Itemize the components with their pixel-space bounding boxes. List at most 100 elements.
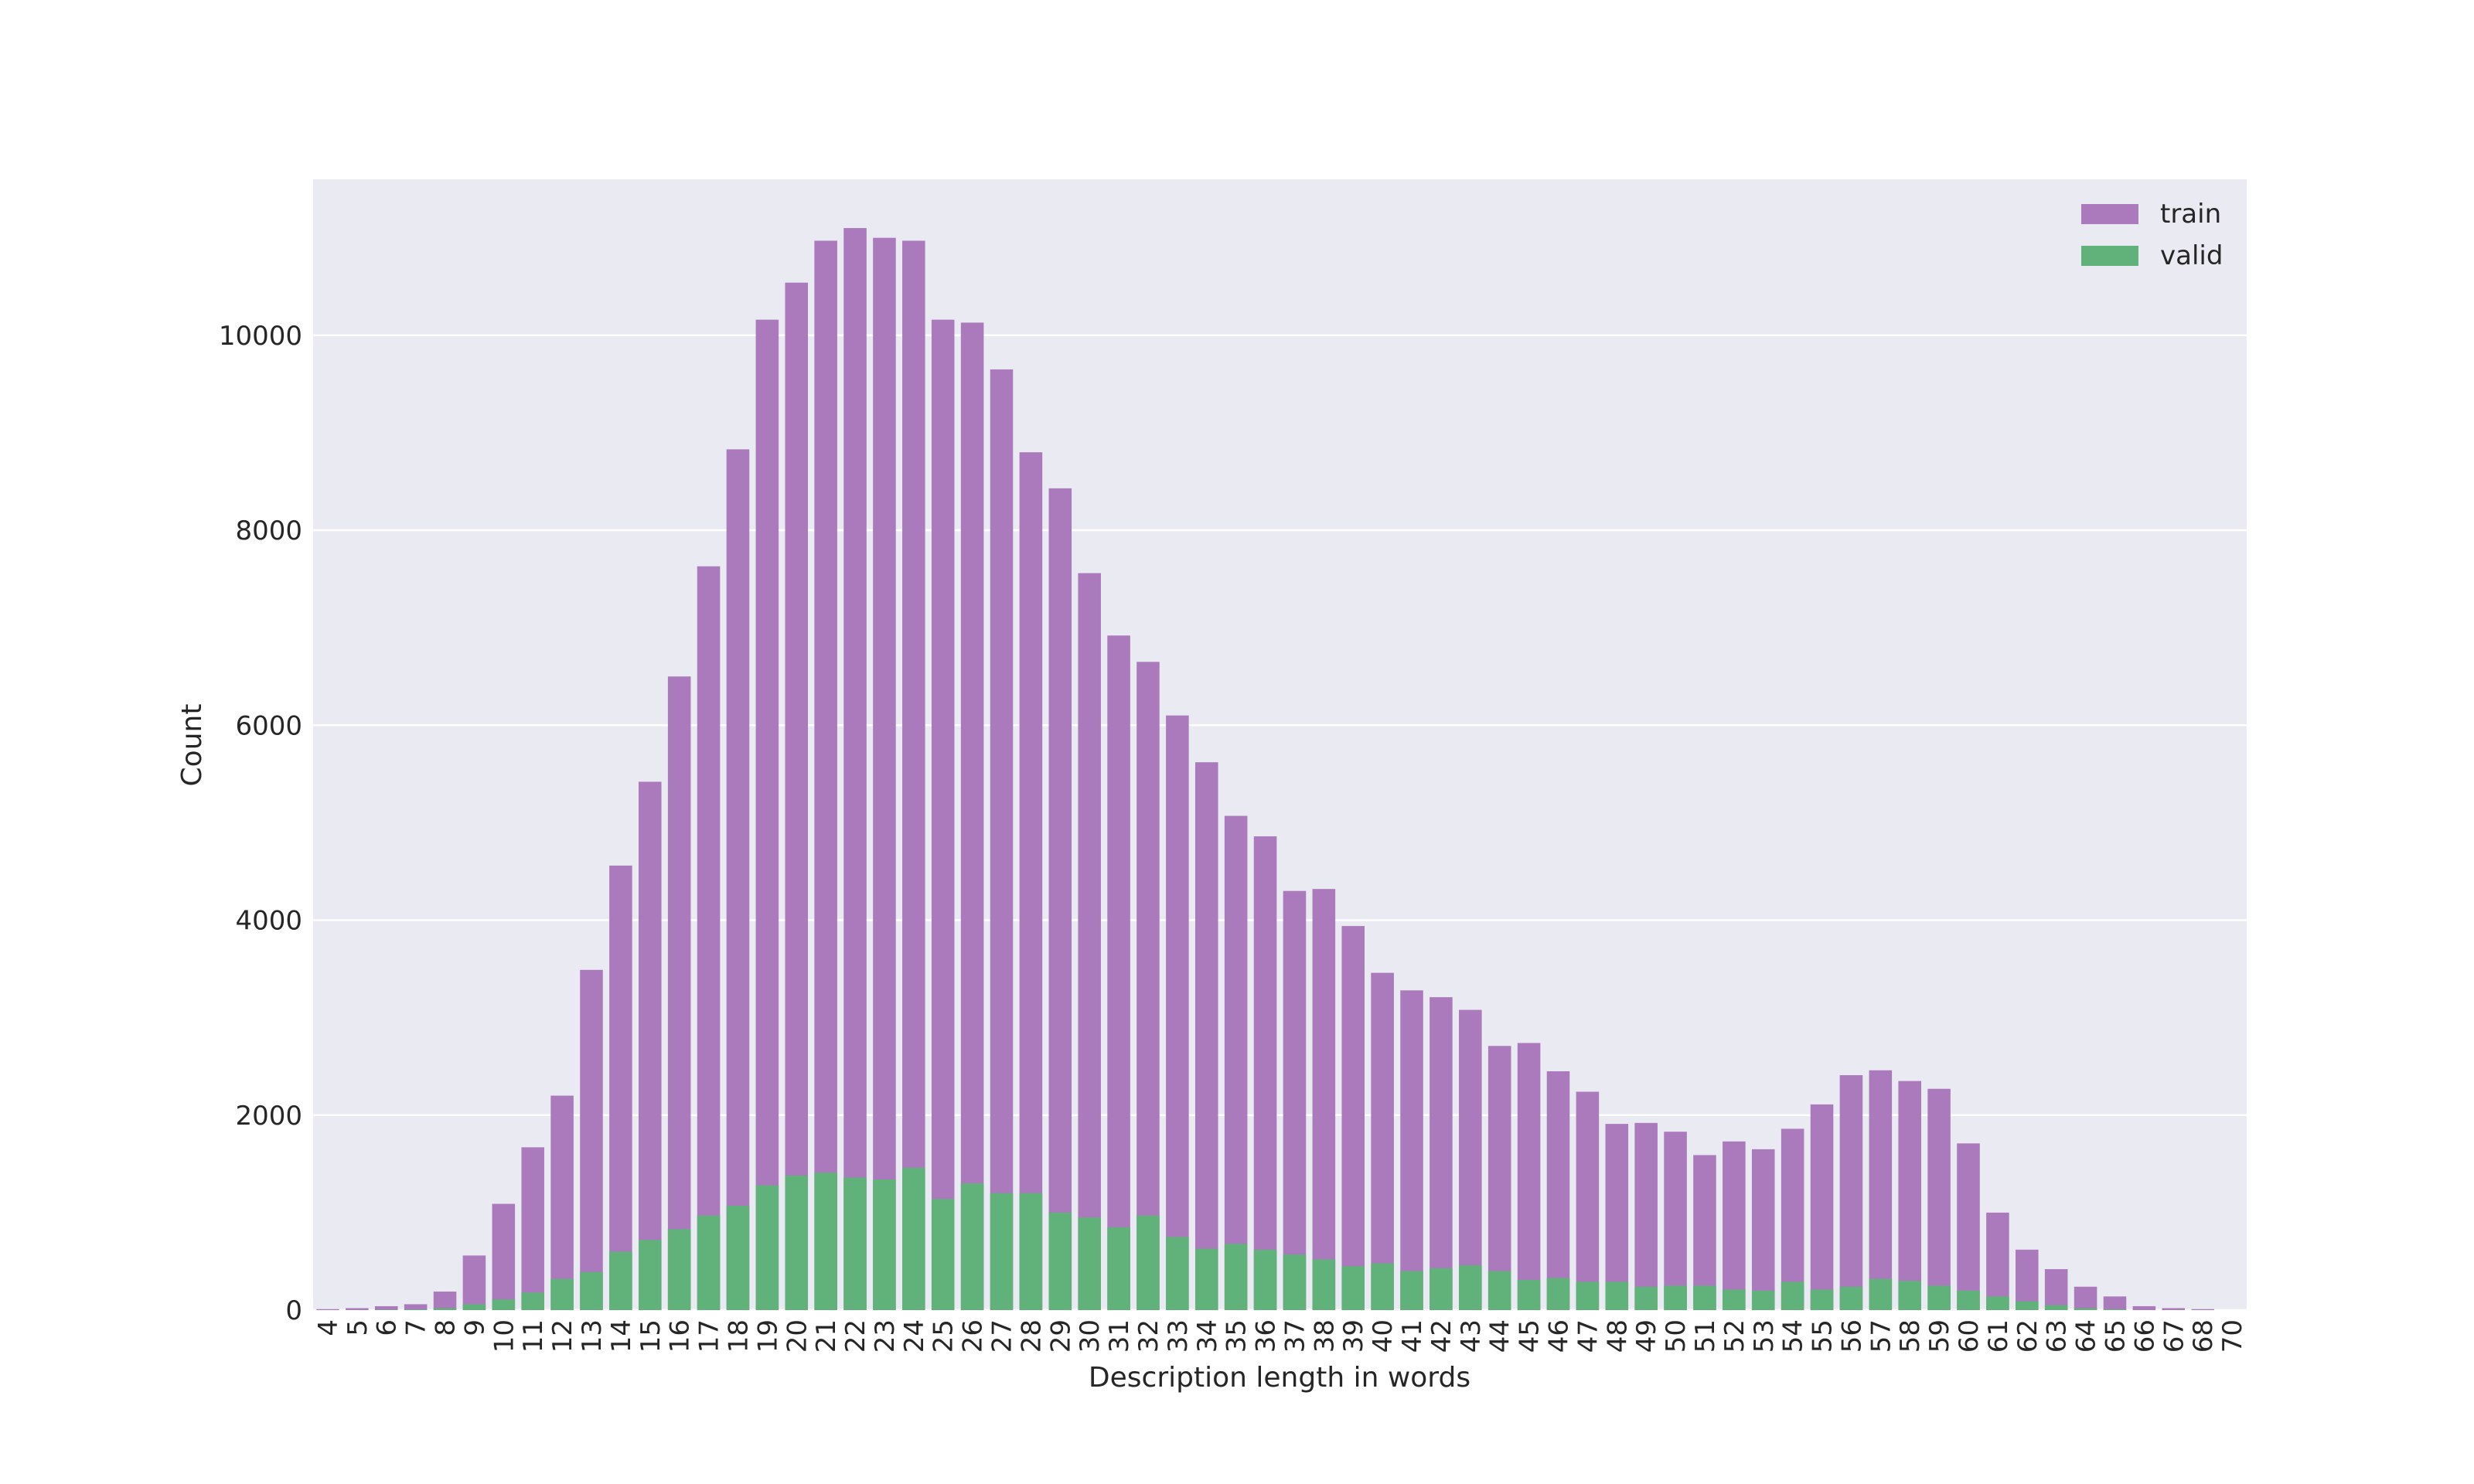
valid-bar bbox=[1810, 1289, 1834, 1310]
valid-bar bbox=[1019, 1193, 1043, 1310]
x-tick-label: 43 bbox=[1456, 1319, 1487, 1353]
x-tick-label: 12 bbox=[547, 1319, 578, 1353]
x-tick-label: 23 bbox=[870, 1319, 901, 1353]
train-bar bbox=[902, 240, 925, 1310]
train-bar bbox=[1487, 1046, 1511, 1310]
x-tick-label: 9 bbox=[459, 1319, 490, 1336]
x-tick-label: 65 bbox=[2100, 1319, 2131, 1353]
x-tick-label: 17 bbox=[694, 1319, 725, 1353]
legend-label-train: train bbox=[2160, 199, 2221, 230]
train-bar bbox=[726, 449, 750, 1311]
valid-bar bbox=[1546, 1278, 1570, 1310]
x-tick-label: 29 bbox=[1045, 1319, 1076, 1353]
valid-bar bbox=[1869, 1278, 1893, 1310]
train-bar bbox=[2191, 1309, 2214, 1310]
x-tick-label: 27 bbox=[987, 1319, 1018, 1353]
valid-bar bbox=[1312, 1259, 1336, 1310]
x-tick-label: 37 bbox=[1280, 1319, 1310, 1353]
train-bar bbox=[814, 240, 837, 1310]
train-bar bbox=[2162, 1308, 2186, 1310]
plot-background bbox=[313, 179, 2247, 1310]
valid-bar bbox=[1400, 1271, 1423, 1310]
train-bar bbox=[550, 1095, 574, 1310]
x-tick-label: 4 bbox=[313, 1319, 344, 1336]
train-bar bbox=[1986, 1212, 2009, 1310]
train-bar bbox=[1136, 662, 1160, 1310]
legend: train valid bbox=[2081, 199, 2223, 271]
train-bar bbox=[639, 781, 662, 1310]
train-bar bbox=[1664, 1132, 1687, 1310]
train-bar bbox=[1371, 972, 1394, 1310]
train-bar bbox=[374, 1305, 398, 1310]
valid-bar bbox=[697, 1215, 721, 1310]
train-bar bbox=[1283, 890, 1307, 1310]
valid-bar bbox=[1166, 1237, 1189, 1310]
x-tick-label: 45 bbox=[1515, 1319, 1545, 1353]
valid-bar bbox=[1839, 1286, 1863, 1310]
train-bar bbox=[843, 228, 867, 1311]
x-tick-label: 57 bbox=[1866, 1319, 1896, 1353]
train-bar bbox=[1723, 1141, 1746, 1310]
x-tick-label: 28 bbox=[1016, 1319, 1047, 1353]
x-tick-label: 10 bbox=[489, 1319, 520, 1353]
valid-bar bbox=[374, 1309, 398, 1310]
valid-bar bbox=[462, 1304, 486, 1310]
valid-bar bbox=[639, 1240, 662, 1310]
train-bar bbox=[1194, 762, 1218, 1310]
x-tick-label: 54 bbox=[1778, 1319, 1809, 1353]
train-bar bbox=[1166, 715, 1189, 1310]
train-bar bbox=[521, 1147, 544, 1310]
x-tick-label: 13 bbox=[577, 1319, 608, 1353]
x-tick-label: 24 bbox=[899, 1319, 930, 1353]
valid-bar bbox=[433, 1308, 457, 1310]
train-bar bbox=[1546, 1071, 1570, 1310]
train-bar bbox=[873, 237, 896, 1311]
valid-bar bbox=[814, 1173, 837, 1310]
x-tick-labels: 4567891011121314151617181920212223242526… bbox=[313, 1319, 2248, 1353]
x-tick-label: 58 bbox=[1895, 1319, 1926, 1353]
valid-bar bbox=[1605, 1281, 1629, 1310]
train-bar bbox=[1107, 635, 1130, 1310]
x-tick-label: 59 bbox=[1924, 1319, 1955, 1353]
train-bar bbox=[785, 282, 809, 1310]
train-bar bbox=[2103, 1296, 2127, 1310]
valid-bar bbox=[550, 1278, 574, 1310]
x-tick-label: 18 bbox=[723, 1319, 754, 1353]
x-tick-label: 31 bbox=[1104, 1319, 1135, 1353]
valid-bar bbox=[755, 1185, 779, 1310]
train-bar bbox=[960, 322, 984, 1310]
x-tick-label: 53 bbox=[1749, 1319, 1780, 1353]
train-bar bbox=[1341, 926, 1365, 1310]
valid-bar bbox=[1487, 1271, 1511, 1310]
x-tick-label: 61 bbox=[1983, 1319, 2014, 1353]
valid-bar bbox=[404, 1309, 428, 1310]
x-tick-label: 52 bbox=[1719, 1319, 1750, 1353]
train-bar bbox=[1839, 1075, 1863, 1310]
train-bar bbox=[1078, 573, 1101, 1310]
valid-bar bbox=[2103, 1309, 2127, 1310]
train-bar bbox=[1781, 1128, 1804, 1310]
valid-bar bbox=[1194, 1248, 1218, 1310]
valid-bar bbox=[2044, 1305, 2068, 1310]
y-tick-label: 6000 bbox=[235, 710, 302, 741]
x-tick-label: 11 bbox=[518, 1319, 549, 1353]
x-tick-label: 62 bbox=[2012, 1319, 2043, 1353]
valid-bar bbox=[1078, 1217, 1101, 1310]
train-bar bbox=[580, 969, 603, 1310]
x-tick-label: 20 bbox=[782, 1319, 813, 1353]
train-bar bbox=[1751, 1149, 1775, 1310]
train-bar bbox=[1810, 1104, 1834, 1310]
train-bar bbox=[1693, 1155, 1716, 1310]
train-bar bbox=[404, 1304, 428, 1310]
valid-bar bbox=[1957, 1290, 1980, 1310]
x-tick-label: 19 bbox=[752, 1319, 783, 1353]
y-tick-labels: 0 2000 4000 6000 8000 10000 bbox=[219, 321, 302, 1326]
x-tick-label: 14 bbox=[606, 1319, 637, 1353]
x-tick-label: 39 bbox=[1338, 1319, 1369, 1353]
x-tick-label: 47 bbox=[1573, 1319, 1603, 1353]
train-bar bbox=[1605, 1124, 1629, 1310]
valid-bar bbox=[960, 1183, 984, 1310]
valid-bar bbox=[2016, 1301, 2039, 1310]
train-bar bbox=[990, 369, 1014, 1311]
train-bar bbox=[1019, 452, 1043, 1310]
